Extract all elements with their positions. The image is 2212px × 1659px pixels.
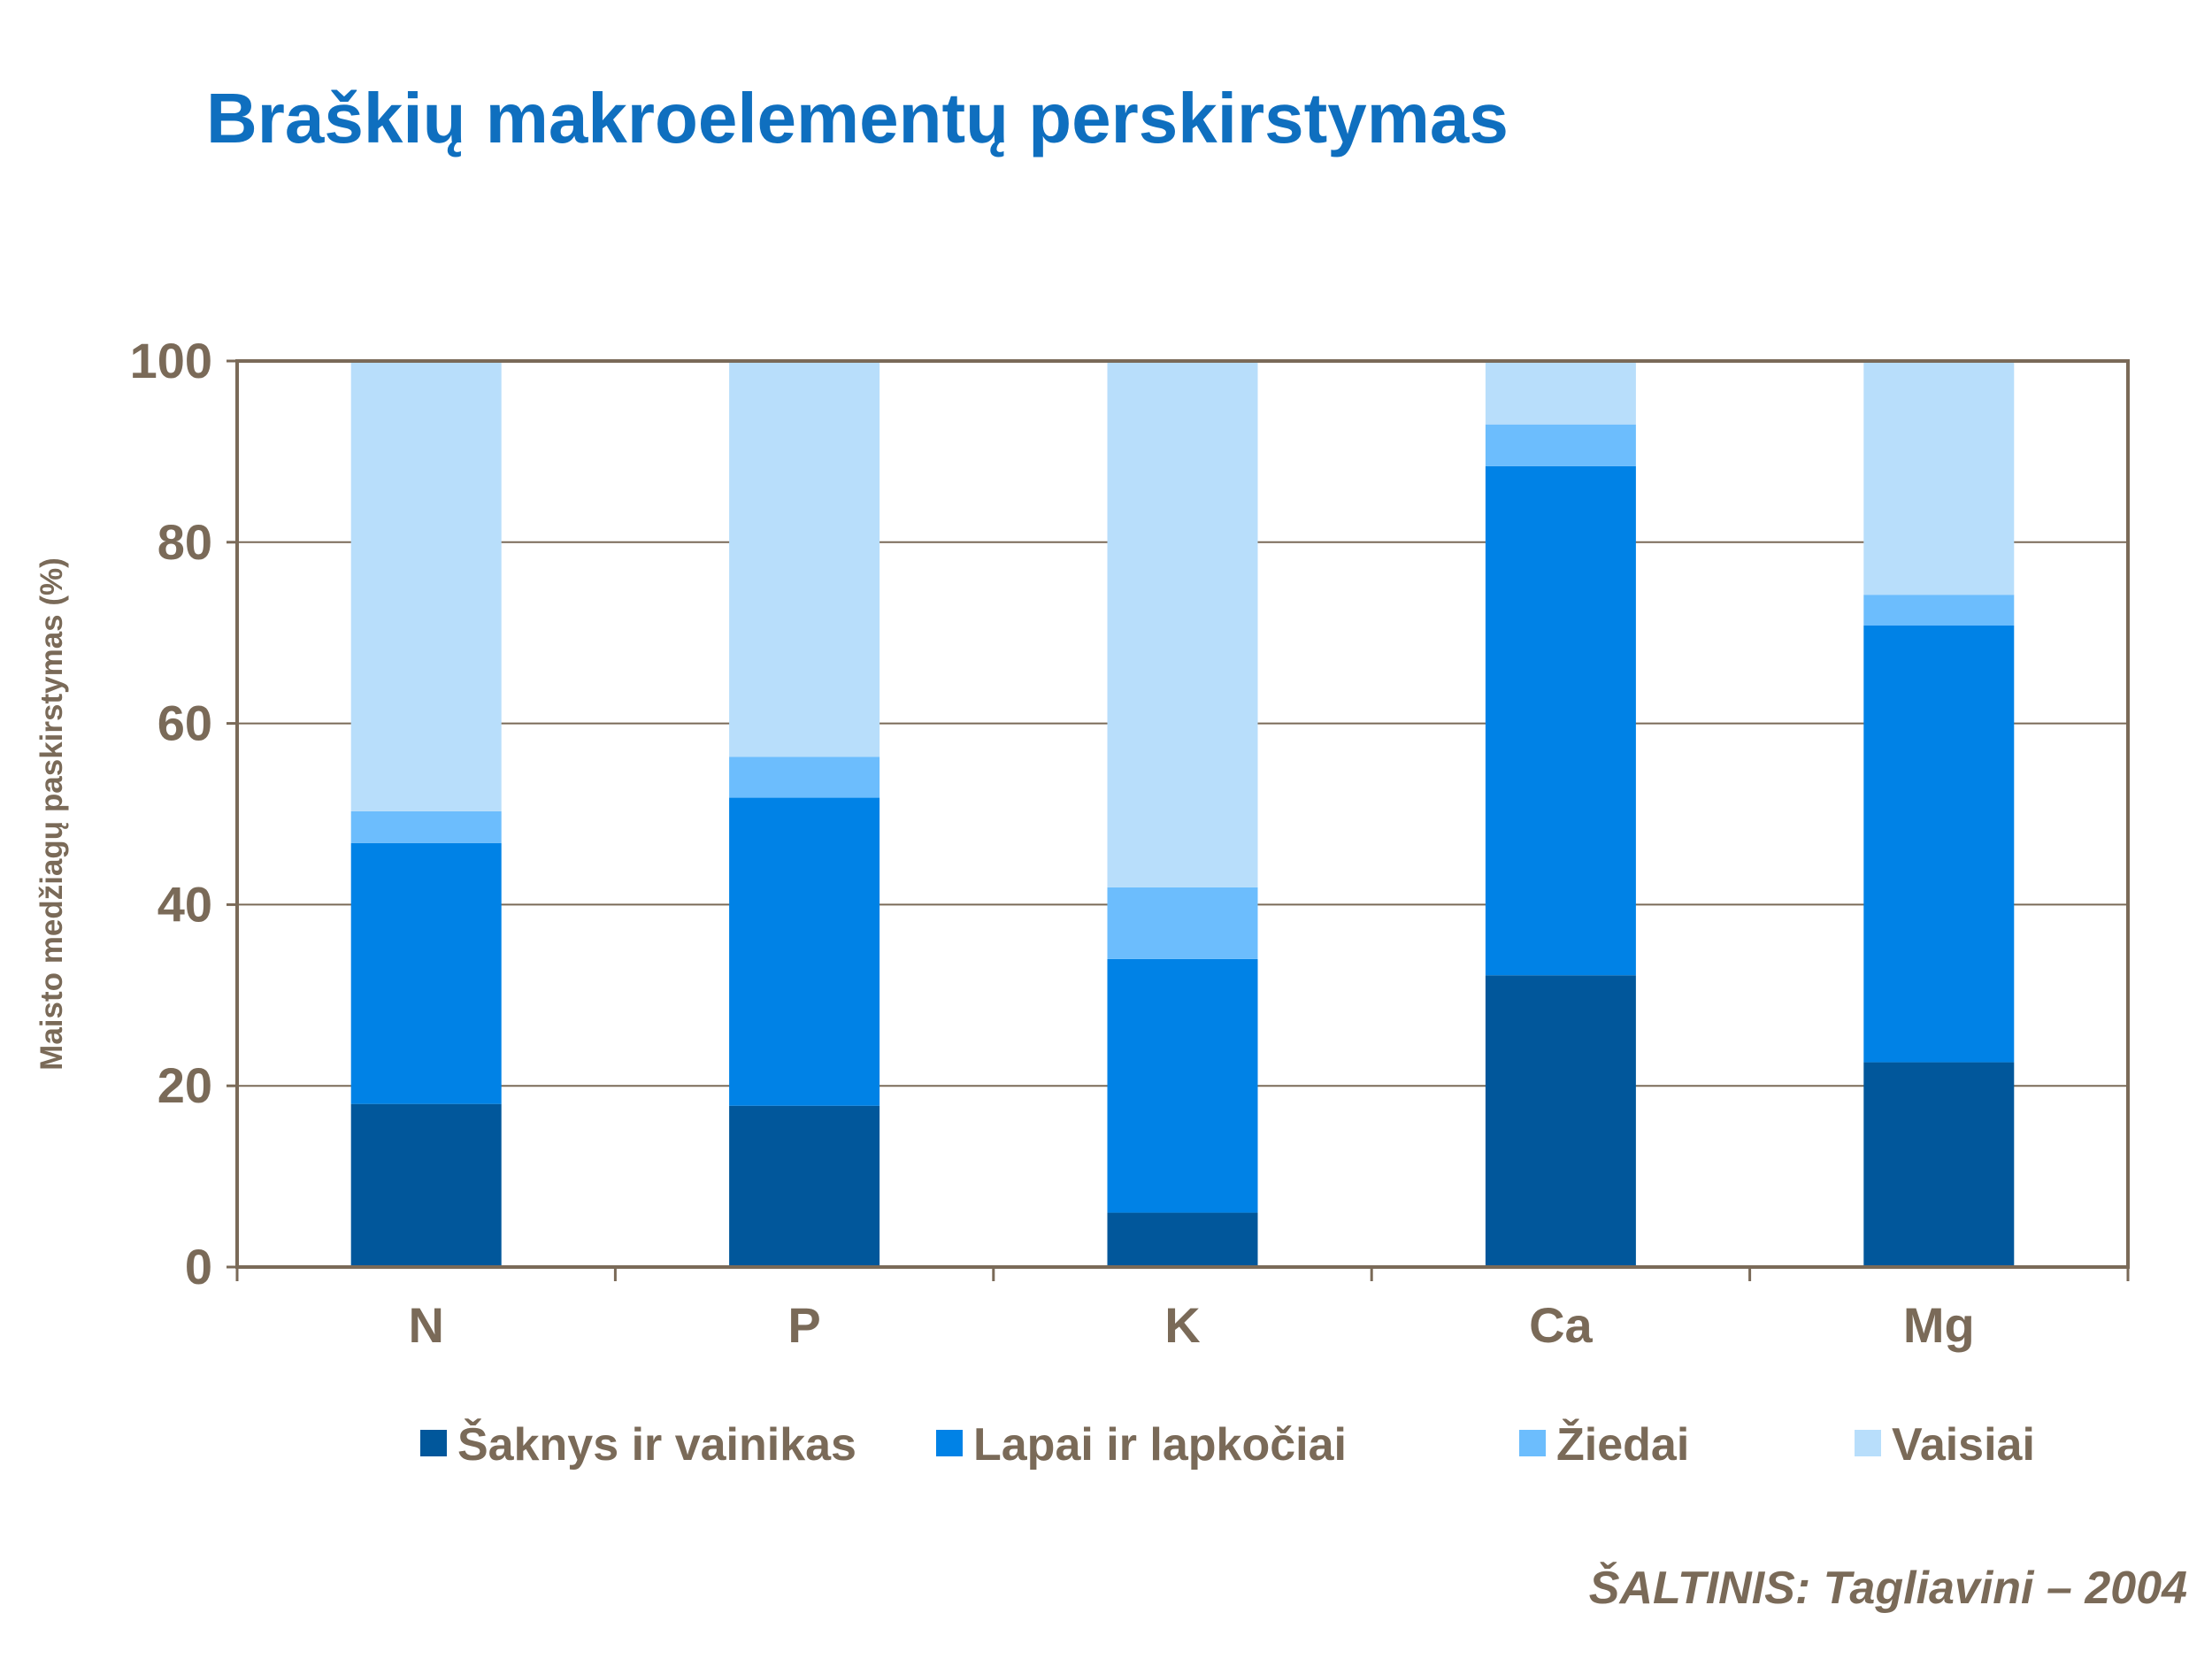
y-tick-label: 0 xyxy=(185,1239,212,1294)
bar-k-series-1 xyxy=(1107,1212,1258,1267)
y-tick-label: 40 xyxy=(157,876,212,932)
legend-item: Vaisiai xyxy=(1855,1419,2035,1471)
page-title: Braškių makroelementų perskirstymas xyxy=(206,79,1509,157)
plot-frame xyxy=(235,359,2130,1269)
x-tick-label: N xyxy=(408,1297,443,1353)
bar-mg-series-1 xyxy=(1863,1062,2015,1267)
bar-ca-series-4 xyxy=(1485,361,1636,425)
x-tick-label: K xyxy=(1164,1297,1200,1353)
bar-ca-series-1 xyxy=(1485,975,1636,1267)
legend-label: Žiedai xyxy=(1556,1418,1689,1471)
bar-n-series-1 xyxy=(350,1103,502,1267)
y-tick-label: 80 xyxy=(157,514,212,570)
bar-p-series-2 xyxy=(729,797,880,1106)
legend: Šaknys ir vainikas Lapai ir lapkočiai Žied… xyxy=(420,1418,2035,1471)
legend-swatch xyxy=(1519,1430,1546,1456)
legend-swatch xyxy=(1855,1430,1881,1456)
bar-ca-series-3 xyxy=(1485,424,1636,466)
legend-item: Šaknys ir vainikas xyxy=(420,1418,856,1471)
bar-n-series-2 xyxy=(350,842,502,1104)
bar-k-series-3 xyxy=(1107,887,1258,959)
bar-mg-series-2 xyxy=(1863,626,2015,1063)
legend-swatch xyxy=(420,1430,447,1456)
bar-n-series-4 xyxy=(350,361,502,811)
bar-n-series-3 xyxy=(350,810,502,843)
bar-p-series-4 xyxy=(729,361,880,757)
legend-label: Šaknys ir vainikas xyxy=(457,1418,856,1471)
x-tick-label: Mg xyxy=(1903,1297,1975,1353)
stacked-bar-chart: 0 20 40 60 80 100 N P K Ca Mg Maisto medžiagų pas… xyxy=(35,333,2130,1471)
legend-label: Vaisiai xyxy=(1892,1419,2035,1471)
bar-k-series-2 xyxy=(1107,958,1258,1213)
x-tick-labels: N P K Ca Mg xyxy=(408,1297,1974,1353)
bar-k-series-4 xyxy=(1107,361,1258,887)
legend-item: Lapai ir lapkočiai xyxy=(936,1419,1347,1471)
bars xyxy=(350,361,2015,1267)
bar-ca-series-2 xyxy=(1485,465,1636,976)
x-tick-label: Ca xyxy=(1529,1297,1593,1353)
legend-item: Žiedai xyxy=(1519,1418,1689,1471)
legend-label: Lapai ir lapkočiai xyxy=(973,1419,1347,1471)
axes xyxy=(227,359,2130,1281)
y-axis-label: Maisto medžiagų paskirstymas (%) xyxy=(35,557,69,1071)
y-tick-label: 20 xyxy=(157,1057,212,1113)
bar-p-series-3 xyxy=(729,757,880,798)
bar-p-series-1 xyxy=(729,1105,880,1267)
y-tick-labels: 0 20 40 60 80 100 xyxy=(130,333,212,1294)
x-tick-label: P xyxy=(787,1297,820,1353)
bar-mg-series-3 xyxy=(1863,595,2015,626)
legend-swatch xyxy=(936,1430,963,1456)
source-citation: ŠALTINIS: Tagliavini – 2004 xyxy=(1588,1563,2187,1614)
y-tick-label: 100 xyxy=(130,333,212,388)
y-tick-label: 60 xyxy=(157,695,212,751)
bar-mg-series-4 xyxy=(1863,361,2015,595)
